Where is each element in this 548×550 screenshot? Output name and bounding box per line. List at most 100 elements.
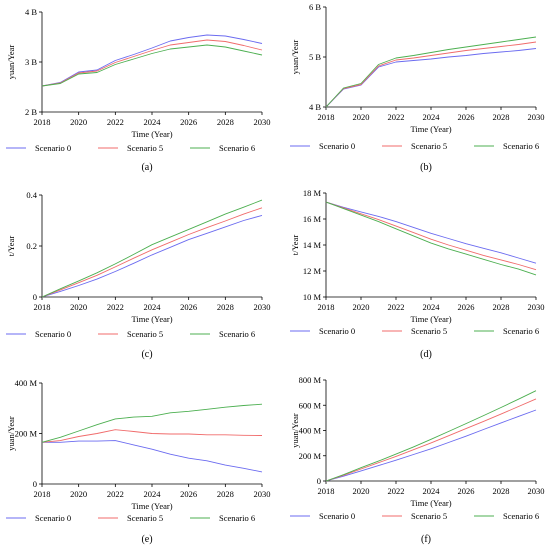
y-tick-label: 0.2	[26, 241, 37, 251]
y-tick-label: 600 M	[299, 400, 322, 410]
series-line-scenario-0	[42, 440, 263, 473]
legend-label: Scenario 5	[127, 329, 163, 339]
legend-label: Scenario 5	[411, 511, 447, 521]
legend-label: Scenario 5	[411, 141, 447, 151]
x-tick-label: 2020	[70, 302, 87, 312]
x-axis-title: Time (Year)	[131, 129, 172, 139]
legend-label: Scenario 6	[503, 326, 539, 336]
x-tick-label: 2022	[107, 302, 124, 312]
series-line-scenario-5	[41, 207, 263, 298]
x-tick-label: 2022	[388, 302, 405, 312]
y-tick-label: 200 M	[15, 429, 38, 439]
y-tick-label: 6 B	[309, 2, 321, 12]
x-axis-title: Time (Year)	[131, 501, 172, 511]
x-tick-label: 2018	[34, 302, 51, 312]
legend-label: Scenario 5	[127, 143, 163, 153]
x-tick-label: 2024	[144, 302, 162, 312]
y-tick-label: 16 M	[303, 214, 322, 224]
series-line-scenario-5	[325, 41, 537, 108]
panel-label: (f)	[421, 534, 431, 545]
x-tick-label: 2026	[180, 117, 197, 127]
series-line-scenario-5	[41, 429, 263, 443]
y-tick-label: 4 B	[25, 7, 37, 17]
legend-label: Scenario 6	[219, 513, 255, 523]
legend-label: Scenario 0	[319, 326, 355, 336]
legend-label: Scenario 5	[127, 513, 163, 523]
y-tick-label: 800 M	[299, 375, 322, 385]
series-line-scenario-0	[325, 48, 537, 108]
x-tick-label: 2026	[458, 302, 475, 312]
legend-label: Scenario 0	[319, 141, 355, 151]
chart-panel-2: 4 B 5 B 6 B 2018 2020 2022 2024 2026 2028 2030 Tim…	[290, 2, 545, 173]
series-line-scenario-6	[41, 44, 263, 87]
series-line-scenario-0	[41, 214, 263, 298]
y-tick-label: 12 M	[303, 266, 322, 276]
y-tick-label: 0	[33, 292, 37, 302]
legend-label: Scenario 5	[411, 326, 447, 336]
y-tick-label: 10 M	[303, 292, 322, 302]
y-tick-label: 18 M	[303, 188, 322, 198]
x-tick-label: 2028	[217, 302, 234, 312]
x-axis-title: Time (Year)	[410, 498, 451, 508]
y-tick-label: 14 M	[303, 240, 322, 250]
x-tick-label: 2028	[493, 302, 510, 312]
legend-label: Scenario 0	[35, 329, 71, 339]
chart-panel-6: 0 200 M 400 M 600 M 800 M 2018 2020 2022 2024 202…	[290, 375, 545, 545]
panel-label: (d)	[420, 349, 432, 360]
series-line-scenario-6	[41, 199, 263, 298]
y-axis-title: yuan/Year	[290, 413, 300, 448]
y-tick-label: 0	[33, 479, 37, 489]
x-tick-label: 2028	[217, 489, 234, 499]
x-tick-label: 2018	[318, 302, 335, 312]
y-tick-label: 5 B	[309, 52, 321, 62]
x-tick-label: 2020	[353, 302, 370, 312]
x-tick-label: 2024	[423, 112, 441, 122]
y-tick-label: 0	[317, 476, 321, 486]
series-line-scenario-6	[41, 403, 263, 443]
y-tick-label: 400 M	[299, 426, 322, 436]
legend-label: Scenario 0	[319, 511, 355, 521]
y-axis-title: t/Year	[6, 236, 16, 257]
legend-label: Scenario 6	[219, 143, 255, 153]
x-tick-label: 2018	[318, 112, 335, 122]
x-tick-label: 2024	[423, 486, 441, 496]
x-tick-label: 2022	[388, 486, 405, 496]
chart-panel-4: 10 M 12 M 14 M 16 M 18 M 2018 2020 2022 2024 2026…	[290, 188, 545, 360]
panel-label: (b)	[420, 162, 432, 173]
x-tick-label: 2030	[254, 302, 271, 312]
y-tick-label: 200 M	[299, 451, 322, 461]
series-line-scenario-5	[325, 398, 537, 482]
x-axis-title: Time (Year)	[410, 314, 451, 324]
series-line-scenario-6	[325, 201, 537, 276]
x-tick-label: 2026	[180, 302, 197, 312]
x-tick-label: 2030	[528, 112, 545, 122]
x-tick-label: 2018	[34, 489, 51, 499]
x-axis-title: Time (Year)	[410, 124, 451, 134]
x-tick-label: 2030	[528, 302, 545, 312]
legend-label: Scenario 0	[35, 143, 71, 153]
series-line-scenario-6	[325, 390, 537, 482]
x-tick-label: 2018	[318, 486, 335, 496]
chart-panel-1: 2 B 3 B 4 B 2018 2020 2022 2024 2026 2028 2030 Tim…	[6, 7, 271, 173]
x-tick-label: 2026	[458, 486, 475, 496]
x-tick-label: 2030	[528, 486, 545, 496]
series-line-scenario-5	[41, 39, 263, 87]
y-axis-title: t/Year	[290, 235, 300, 256]
x-axis-title: Time (Year)	[131, 314, 172, 324]
y-axis-title: yuan/Year	[6, 416, 16, 451]
x-tick-label: 2026	[458, 112, 475, 122]
x-tick-label: 2020	[70, 117, 87, 127]
x-tick-label: 2028	[217, 117, 234, 127]
x-tick-label: 2020	[353, 486, 370, 496]
chart-panel-5: 0 200 M 400 M 2018 2020 2022 2024 2026 2028 2030 T…	[6, 378, 271, 545]
y-axis-title: yuan/Year	[6, 45, 16, 80]
series-line-scenario-0	[325, 201, 537, 264]
y-tick-label: 3 B	[25, 57, 37, 67]
series-line-scenario-6	[325, 36, 537, 108]
legend-label: Scenario 6	[503, 141, 539, 151]
x-tick-label: 2024	[144, 489, 162, 499]
x-tick-label: 2024	[423, 302, 441, 312]
y-tick-label: 400 M	[15, 378, 38, 388]
y-tick-label: 0.4	[26, 190, 37, 200]
